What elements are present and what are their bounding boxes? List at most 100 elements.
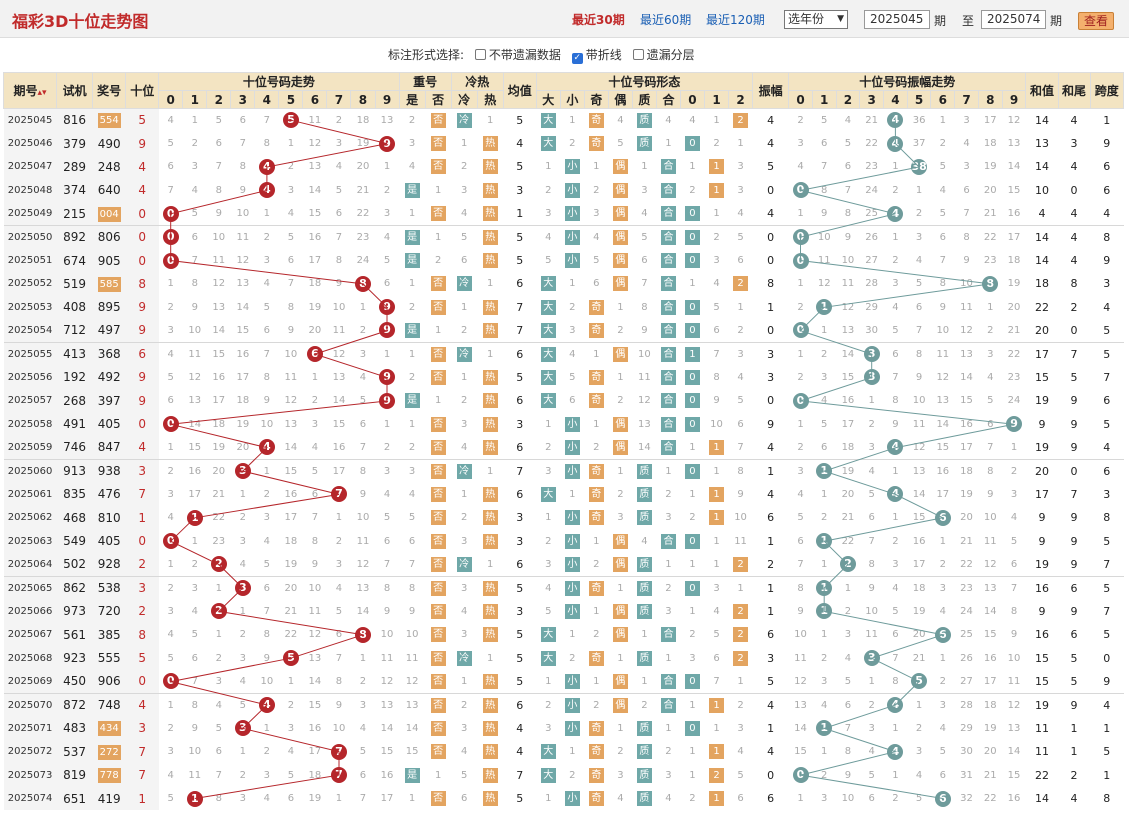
amp-omission-cell: 10 xyxy=(936,324,950,336)
hotcold-cell: 热 xyxy=(477,413,503,436)
amp-omission-cell: 4 xyxy=(883,575,908,600)
amp-omission-cell: 13 xyxy=(841,324,855,336)
option-no-omission[interactable]: 不带遗漏数据 xyxy=(488,48,561,62)
trend-omission-cell: 1 xyxy=(287,138,295,150)
year-select[interactable]: 选年份 ▼ xyxy=(784,10,848,29)
amp-ball: 4 xyxy=(887,205,904,222)
trend-omission-cell: 10 xyxy=(278,341,303,366)
form-cell: 质 xyxy=(632,575,657,600)
trend-omission-cell: 7 xyxy=(263,114,271,126)
form-cell: 4 xyxy=(641,208,648,219)
form-cell: 小 xyxy=(560,155,584,178)
form-tag: 偶 xyxy=(612,346,628,362)
form-cell: 3 xyxy=(569,324,576,336)
sum-tail-cell: 9 xyxy=(1070,604,1078,618)
amp-ball: 4 xyxy=(887,697,904,714)
amp-cell: 6 xyxy=(767,628,775,642)
amp-omission-cell: 19 xyxy=(983,722,997,734)
from-term-input[interactable]: 2025045 xyxy=(864,10,930,29)
checkbox-line[interactable]: ✓ xyxy=(571,53,583,64)
trend-omission-cell: 22 xyxy=(284,629,298,641)
avg-cell: 5 xyxy=(516,113,524,127)
trend-ball: 2 xyxy=(210,603,227,620)
form-tag: 合 xyxy=(660,276,676,292)
amp-omission-cell: 23 xyxy=(954,575,979,600)
amp-omission-cell: 11 xyxy=(960,301,973,313)
to-term-input[interactable]: 2025074 xyxy=(981,10,1046,29)
table-row: 2025066 973 720 2 3 4 2 1 7 21 11 5 14 9 9 否 4 热 3 5 小 1 偶质 3 1 4… xyxy=(3,599,1124,624)
span-cell: 6 xyxy=(1103,394,1111,408)
test-number-cell: 491 xyxy=(56,412,93,436)
form-tag: 小 xyxy=(564,229,580,245)
query-button[interactable]: 查看 xyxy=(1078,12,1114,30)
mod-cell: 1 xyxy=(704,692,729,717)
repeat-tag: 否 xyxy=(430,533,446,549)
option-layer[interactable]: 遗漏分层 xyxy=(646,48,695,62)
mod-tag: 1 xyxy=(709,182,725,198)
trend-omission-cell: 5 xyxy=(263,558,271,570)
trend-omission-cell: 11 xyxy=(230,224,255,249)
amp-omission-cell: 14 xyxy=(912,488,926,500)
form-tag: 质 xyxy=(636,136,652,152)
trend-omission-cell: 6 xyxy=(359,418,367,430)
amp-ball: 4 xyxy=(887,743,904,760)
trend-omission-cell: 10 xyxy=(356,512,370,524)
amp-omission-cell: 2 xyxy=(812,341,837,366)
amp-omission-cell: 1 xyxy=(788,341,813,366)
sum-tail-cell: 4 xyxy=(1070,113,1078,127)
amp-omission-cell: 10 xyxy=(912,395,926,407)
amp-omission-cell: 18 xyxy=(841,441,855,453)
amp-omission-cell: 2 xyxy=(892,535,899,547)
amp-hit-cell: 4 xyxy=(884,132,908,155)
form-cell: 1 xyxy=(569,114,576,126)
amp-cell: 0 xyxy=(767,394,775,408)
sum-cell: 19 xyxy=(1025,692,1059,717)
repeat-tag: 是 xyxy=(404,229,420,245)
form-tag: 偶 xyxy=(612,556,628,572)
trend-hit-cell: 4 xyxy=(254,692,279,717)
form-cell: 1 xyxy=(713,114,720,126)
trend-omission-cell: 8 xyxy=(215,184,222,196)
repeat-cell: 是 xyxy=(399,389,425,412)
form-cell: 偶 xyxy=(608,249,632,272)
hotcold-cell: 3 xyxy=(460,629,468,641)
draw-number-cell: 554 xyxy=(92,108,126,132)
repeat-cell: 否 xyxy=(425,670,451,693)
trend-ball: 9 xyxy=(379,322,396,339)
form-cell: 3 xyxy=(641,184,648,196)
nav-recent-120[interactable]: 最近120期 xyxy=(706,13,765,27)
nav-recent-30[interactable]: 最近30期 xyxy=(572,13,625,27)
hotcold-tag: 冷 xyxy=(456,276,472,292)
trend-hit-cell: 3 xyxy=(230,458,255,483)
amp-cell: 0 xyxy=(767,323,775,337)
amp-omission-cell: 15 xyxy=(794,746,807,758)
form-tag: 大 xyxy=(540,322,556,338)
trend-omission-cell: 1 xyxy=(167,278,174,290)
col-amp-trend: 十位号码振幅走势 xyxy=(788,72,1027,91)
amp-omission-cell: 2 xyxy=(797,301,804,313)
amp-omission-cell: 6 xyxy=(1010,558,1018,570)
amp-omission-cell: 1 xyxy=(1010,441,1018,453)
form-cell: 小 xyxy=(560,436,584,459)
col-term[interactable]: 期号▴▾ xyxy=(2,72,58,109)
amp-omission-cell: 2 xyxy=(892,184,899,196)
checkbox-no-omission[interactable] xyxy=(474,49,486,60)
form-cell: 奇 xyxy=(584,319,608,342)
form-tag: 质 xyxy=(636,463,652,479)
sum-cell: 9 xyxy=(1038,534,1046,548)
table-row: 2025074 651 419 1 5 1 8 3 4 6 19 1 7 17 1 否 6 热 5 1 小奇 4 质 4 2 1 6… xyxy=(3,786,1124,811)
amp-omission-cell: 20 xyxy=(983,184,997,196)
form-cell: 4 xyxy=(737,208,744,219)
nav-recent-60[interactable]: 最近60期 xyxy=(640,13,692,27)
checkbox-layer[interactable] xyxy=(632,49,644,60)
form-tag: 奇 xyxy=(588,791,604,807)
trend-omission-cell: 15 xyxy=(380,746,394,758)
term-cell: 2025055 xyxy=(3,341,57,366)
amp-hit-cell: 6 xyxy=(931,623,955,646)
pair-badge: 434 xyxy=(97,721,121,737)
trend-omission-cell: 14 xyxy=(332,395,346,407)
amp-omission-cell: 22 xyxy=(978,224,1003,249)
col-trend: 十位号码走势 xyxy=(158,72,400,91)
sum-tail-cell: 3 xyxy=(1070,137,1078,151)
option-line[interactable]: 带折线 xyxy=(585,48,622,62)
